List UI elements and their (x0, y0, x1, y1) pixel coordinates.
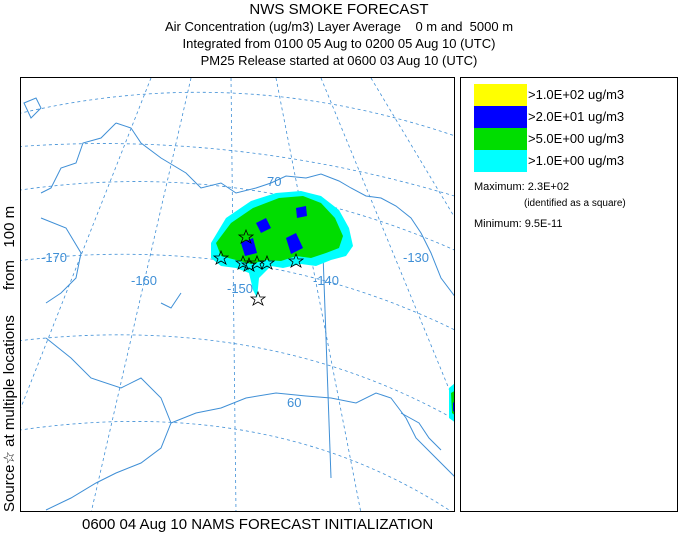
bering-strait-coast (40, 122, 117, 194)
blue-contour-4 (296, 206, 307, 218)
lat-70-label: 70 (267, 174, 281, 189)
forecast-subtitle-concentration: Air Concentration (ug/m3) Layer Average … (164, 19, 514, 34)
maximum-stat: Maximum: 2.3E+02 (474, 181, 569, 193)
source-star-3 (240, 256, 258, 272)
legend-swatch-cyan (474, 150, 527, 172)
minimum-label: Minimum: (474, 218, 522, 230)
panhandle-coast (400, 412, 442, 451)
legend-swatch-green (474, 128, 527, 150)
lon-140-line (275, 78, 362, 511)
source-star-2 (234, 254, 252, 270)
legend-swatch-yellow (474, 84, 527, 106)
legend-label: >2.0E+01 ug/m3 (528, 109, 625, 124)
lat-75-line (21, 143, 454, 197)
legend-entry: >5.0E+00 ug/m3 (474, 128, 674, 150)
smoke-map: 70 60 -170 -160 -150 -140 -130 (20, 77, 455, 512)
inlet-coast (160, 292, 182, 309)
coastline (23, 97, 454, 511)
lon-130-line (320, 78, 454, 403)
legend-entry: >2.0E+01 ug/m3 (474, 106, 674, 128)
source-markers (212, 228, 305, 306)
lat-55-line (21, 421, 452, 511)
legend-label: >1.0E+00 ug/m3 (528, 153, 625, 168)
source-star-8 (237, 228, 255, 244)
maximum-value: 2.3E+02 (527, 181, 570, 193)
blue-contour-3 (241, 238, 257, 256)
source-locations-label: at multiple locations from 100 m (1, 205, 18, 447)
siberia-coast (23, 97, 42, 119)
source-star-5 (258, 254, 276, 270)
lon-120-line (370, 78, 454, 218)
forecast-title: NWS SMOKE FORECAST (249, 1, 429, 18)
concentration-legend: >1.0E+02 ug/m3 >2.0E+01 ug/m3 >5.0E+00 u… (460, 77, 678, 512)
smoke-plume (211, 191, 454, 422)
lat-60-line (21, 334, 454, 420)
legend-entry: >1.0E+00 ug/m3 (474, 150, 674, 172)
maximum-label: Maximum: (474, 181, 525, 193)
blue-contour-2 (286, 233, 303, 254)
lat-70-line (21, 181, 454, 251)
western-coast (40, 217, 82, 304)
source-star-7 (249, 290, 267, 306)
gulf-coast (170, 392, 454, 477)
forecast-subtitle-release: PM25 Release started at 0600 03 Aug 10 (… (200, 53, 478, 68)
minimum-value: 9.5E-11 (524, 218, 563, 230)
forecast-subtitle-integration: Integrated from 0100 05 Aug to 0200 05 A… (182, 36, 496, 51)
lon-150-label: -150 (227, 281, 253, 296)
north-coast (115, 122, 454, 297)
legend-entry: >1.0E+02 ug/m3 (474, 84, 674, 106)
lon-140-label: -140 (313, 273, 339, 288)
maximum-note: (identified as a square) (524, 198, 626, 209)
lon-170-line (21, 78, 152, 409)
source-star-1 (212, 249, 230, 265)
legend-swatch-blue (474, 106, 527, 128)
latitude-lines (21, 91, 454, 511)
blue-contour-1 (256, 218, 271, 233)
southwest-coast (45, 337, 172, 511)
lat-60-label: 60 (287, 395, 301, 410)
lon-160-label: -160 (131, 273, 157, 288)
lon-160-line (91, 78, 192, 511)
source-side-label: Source☆ at multiple locations from 100 m (0, 72, 20, 512)
blue-contour-panhandle (453, 402, 454, 412)
minimum-stat: Minimum: 9.5E-11 (474, 218, 562, 230)
lon-170-label: -170 (41, 250, 67, 265)
lon-130-label: -130 (403, 250, 429, 265)
lon-150-line (230, 78, 237, 511)
star-icon: ☆ (1, 451, 18, 465)
source-star-6 (287, 252, 305, 268)
legend-label: >5.0E+00 ug/m3 (528, 131, 625, 146)
lat-80-line (21, 91, 454, 137)
graticule-labels: 70 60 -170 -160 -150 -140 -130 (41, 174, 429, 410)
source-label: Source (1, 464, 18, 512)
legend-label: >1.0E+02 ug/m3 (528, 87, 625, 102)
map-canvas: 70 60 -170 -160 -150 -140 -130 (21, 78, 454, 511)
forecast-initialization-footer: 0600 04 Aug 10 NAMS FORECAST INITIALIZAT… (82, 516, 434, 533)
longitude-lines (21, 78, 454, 511)
